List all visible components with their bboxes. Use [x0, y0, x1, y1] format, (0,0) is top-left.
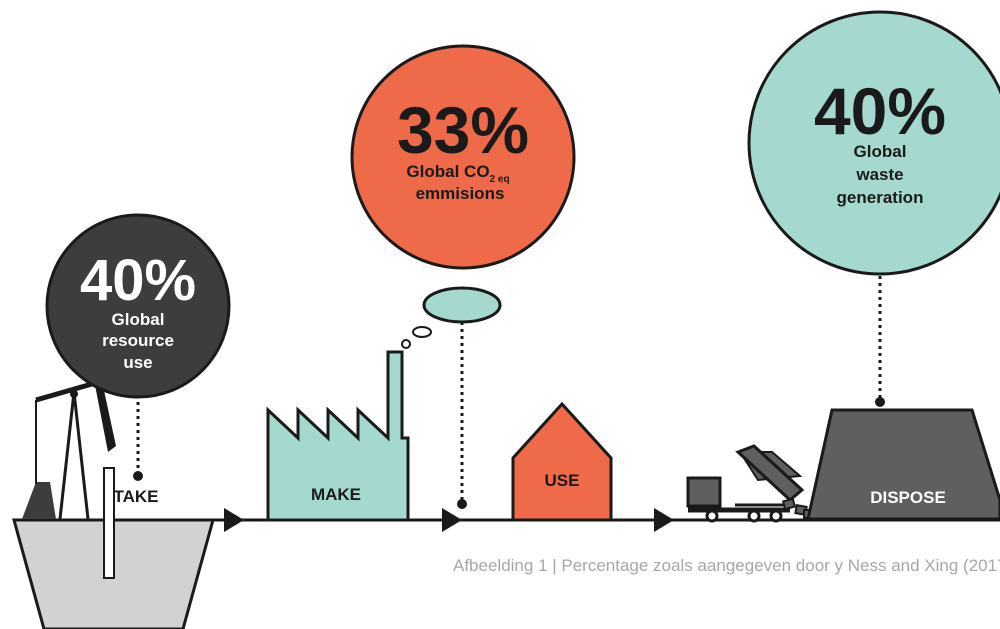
smoke-cloud-icon [422, 286, 502, 324]
stat-percent-take: 40% [80, 248, 196, 313]
stage-label-use: USE [545, 471, 580, 490]
dump-truck-icon [686, 444, 815, 523]
stat-circle-make [350, 44, 576, 270]
stage-label-dispose: DISPOSE [870, 488, 946, 507]
stat-line1-dispose: Global [854, 142, 907, 161]
drill-pipe [103, 467, 115, 579]
figure-caption: Afbeelding 1 | Percentage zoals aangegev… [453, 556, 1000, 575]
flow-arrow-1 [224, 508, 244, 532]
flow-arrow-3 [654, 508, 674, 532]
flow-arrow-2 [442, 508, 462, 532]
stat-circle-take [45, 213, 231, 399]
landfill-icon [806, 408, 1000, 521]
stat-line3-dispose: generation [837, 188, 924, 207]
stat-line2-dispose: waste [855, 165, 903, 184]
stat-line3-take: use [123, 353, 152, 372]
pumpjack-icon [22, 372, 116, 520]
factory-icon [266, 286, 502, 522]
stat-line2-take: resource [102, 331, 174, 350]
stat-line1-take: Global [112, 310, 165, 329]
stat-line2-make: emmisions [416, 184, 505, 203]
stat-percent-dispose: 40% [814, 74, 946, 148]
stage-label-take: TAKE [113, 487, 158, 506]
house-icon [511, 401, 613, 522]
stage-label-make: MAKE [311, 485, 361, 504]
stat-line1-make: Global CO2 eq [406, 162, 509, 185]
stat-percent-make: 33% [397, 93, 529, 167]
stat-circle-dispose [747, 10, 1000, 276]
